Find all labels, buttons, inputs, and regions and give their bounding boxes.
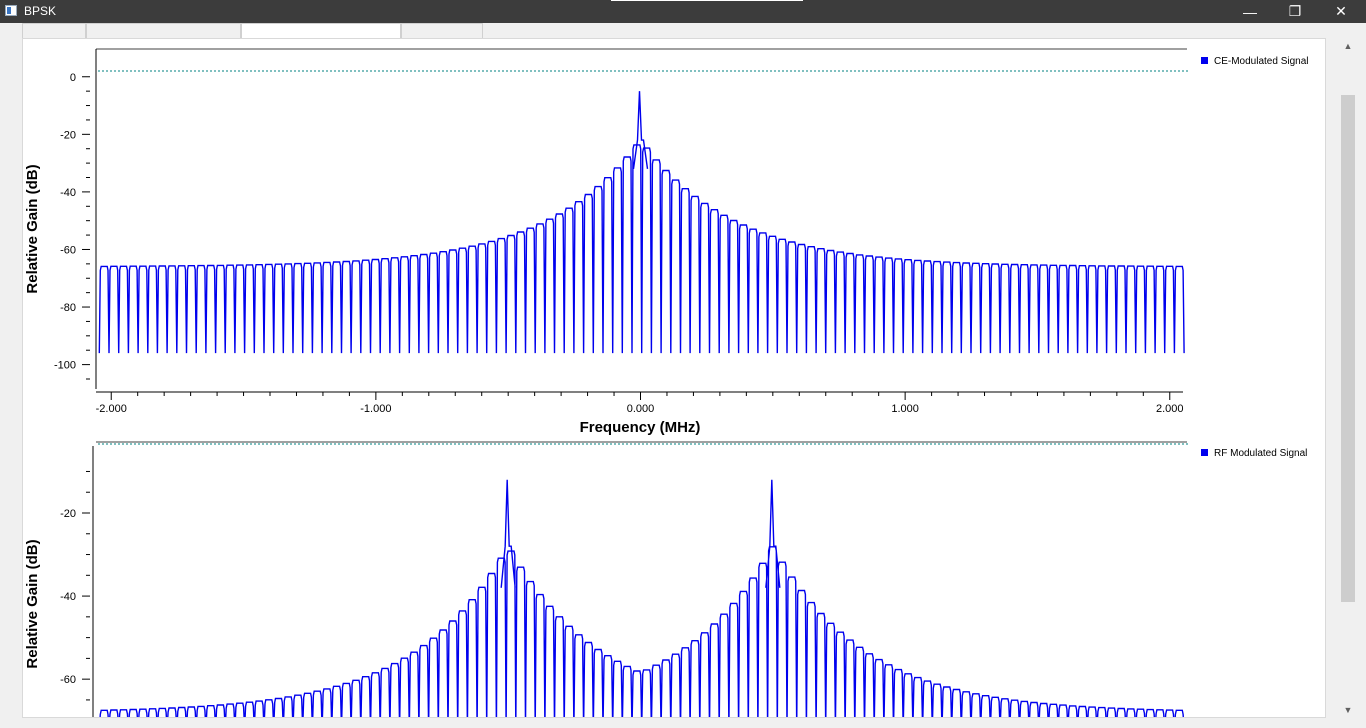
- tab-2[interactable]: [86, 23, 241, 39]
- plots-canvas: 0 -20 -40 -60 -80 -100 -2.000 -1.000 0.000 1.000…: [24, 48, 1309, 728]
- chart1-y-axis-label: Relative Gain (dB): [24, 164, 41, 293]
- chart2-legend-swatch: [1201, 449, 1208, 456]
- chart1-x-axis-label: Frequency (MHz): [580, 419, 701, 436]
- scrollbar-thumb[interactable]: [1341, 95, 1355, 602]
- y-tick-label: -60: [60, 674, 76, 686]
- window-title: BPSK: [24, 4, 57, 18]
- chart2-legend-label: RF Modulated Signal: [1214, 448, 1307, 459]
- tab-3[interactable]: [241, 23, 401, 39]
- y-tick-label: -20: [60, 129, 76, 141]
- plot-panel: 0 -20 -40 -60 -80 -100 -2.000 -1.000 0.000 1.000…: [22, 38, 1326, 728]
- y-tick-label: -20: [60, 508, 76, 520]
- restore-button[interactable]: ❐: [1288, 3, 1302, 19]
- y-tick-label: -40: [60, 187, 76, 199]
- tab-1[interactable]: [22, 23, 86, 39]
- app-icon: [5, 5, 17, 16]
- chart1-y-ticks: 0 -20 -40 -60 -80 -100: [54, 72, 90, 380]
- chart1-x-ticks: -2.000 -1.000 0.000 1.000 2.000: [96, 392, 1184, 415]
- y-tick-label: -100: [54, 360, 76, 372]
- tab-strip: [22, 23, 492, 39]
- chevron-down-icon[interactable]: ▼: [1343, 705, 1353, 715]
- x-tick-label: -2.000: [96, 403, 127, 415]
- x-tick-label: -1.000: [360, 403, 391, 415]
- minimize-button[interactable]: —: [1243, 3, 1257, 20]
- vertical-scrollbar[interactable]: ▲ ▼: [1338, 38, 1358, 718]
- chart-rf-modulated: -20 -40 -60 Relative Gain (dB) RF Modulate…: [24, 441, 1307, 728]
- y-tick-label: -80: [60, 302, 76, 314]
- title-bar-highlight: [611, 0, 803, 1]
- chart1-series-ce-modulated: [98, 91, 1185, 354]
- close-button[interactable]: ✕: [1335, 3, 1347, 19]
- chart2-y-ticks: -20 -40 -60: [60, 470, 90, 701]
- y-tick-label: 0: [70, 72, 76, 84]
- chart-ce-modulated: 0 -20 -40 -60 -80 -100 -2.000 -1.000 0.000 1.000…: [24, 48, 1309, 436]
- chevron-up-icon[interactable]: ▲: [1343, 41, 1353, 51]
- chart1-legend-label: CE-Modulated Signal: [1214, 56, 1309, 67]
- y-tick-label: -40: [60, 591, 76, 603]
- chart1-legend-swatch: [1201, 57, 1208, 64]
- y-tick-label: -60: [60, 244, 76, 256]
- chart2-y-axis-label: Relative Gain (dB): [24, 539, 41, 668]
- x-tick-label: 0.000: [627, 403, 655, 415]
- title-bar: BPSK — ❐ ✕: [0, 0, 1366, 23]
- tab-4[interactable]: [401, 23, 483, 39]
- chart2-series-rf-modulated: [98, 479, 1185, 728]
- x-tick-label: 1.000: [891, 403, 919, 415]
- x-tick-label: 2.000: [1156, 403, 1184, 415]
